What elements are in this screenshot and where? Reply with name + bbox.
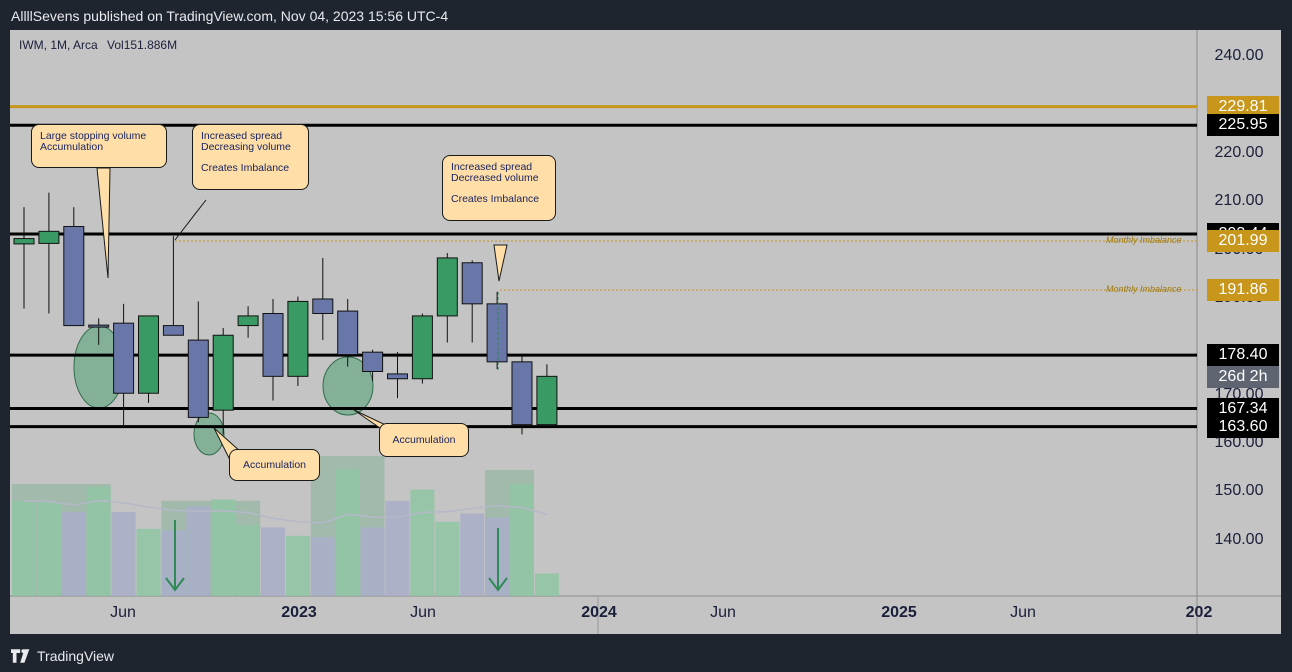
volume-bar xyxy=(111,512,136,596)
level-badge: 225.95 xyxy=(1207,114,1279,137)
candle-body xyxy=(162,325,184,336)
volume-bar xyxy=(186,506,211,596)
volume-bar xyxy=(61,512,86,596)
candle-body xyxy=(312,298,334,314)
date-tick-label: 2025 xyxy=(881,604,917,621)
footer-brand: TradingView xyxy=(37,648,115,664)
annotation-callout: Accumulation xyxy=(229,449,320,481)
candle-body xyxy=(262,313,284,377)
date-tick-label: Jun xyxy=(410,604,436,621)
candle-body xyxy=(212,334,234,411)
candle-body xyxy=(436,257,458,317)
date-tick-label: 2024 xyxy=(581,604,617,621)
annotation-callout: Increased spread Decreased volume Creates … xyxy=(442,155,556,221)
annotation-line: Increased spread xyxy=(201,130,283,142)
volume-bar xyxy=(161,530,186,596)
volume-bar xyxy=(310,537,335,596)
publish-info: AllllSevens published on TradingView.com… xyxy=(11,8,449,24)
date-tick-label: Jun xyxy=(1010,604,1036,621)
candle-body xyxy=(411,315,433,380)
chart-legend: IWM, 1M, Arca Vol151.886M xyxy=(19,38,183,52)
candle-body xyxy=(362,351,384,372)
annotation-line: Accumulation xyxy=(392,433,456,446)
annotation-line: Accumulation xyxy=(242,458,307,471)
candle-body xyxy=(113,322,135,394)
legend-symbol: IWM, 1M, Arca xyxy=(19,38,98,52)
candle-body xyxy=(287,300,309,377)
volume-bar xyxy=(285,535,310,596)
candle-body xyxy=(13,238,35,245)
legend-volume: Vol151.886M xyxy=(107,38,178,52)
price-tick-label: 210.00 xyxy=(1214,192,1264,210)
date-tick-label: Jun xyxy=(710,604,736,621)
annotation-line: Creates Imbalance xyxy=(201,162,290,174)
volume-bar xyxy=(534,573,559,596)
candle-body xyxy=(38,230,60,244)
chart-svg[interactable] xyxy=(10,30,1281,634)
tradingview-logo-icon xyxy=(11,649,30,663)
volume-bar xyxy=(12,500,36,596)
candle-body xyxy=(88,324,110,328)
footer: TradingView xyxy=(0,640,1292,672)
imbalance-note: Monthly Imbalance xyxy=(1106,235,1182,246)
volume-bar xyxy=(136,528,161,596)
candle-body xyxy=(461,262,483,305)
candle-body xyxy=(337,310,359,356)
volume-bar xyxy=(410,489,435,596)
annotation-line: Large stopping volume xyxy=(40,130,147,142)
level-badge: 163.60 xyxy=(1207,415,1279,438)
candle-body xyxy=(387,373,408,380)
volume-bar xyxy=(335,468,360,596)
candle-body xyxy=(138,315,159,394)
imbalance-badge: 191.86 xyxy=(1207,279,1279,301)
date-tick-label: 2023 xyxy=(281,604,317,621)
chart-frame[interactable]: IWM, 1M, Arca Vol151.886M 240.00 220.00 21… xyxy=(10,30,1281,634)
volume-bar xyxy=(510,484,534,596)
candle-body xyxy=(511,361,533,426)
volume-bar xyxy=(211,499,236,596)
imbalance-badge: 201.99 xyxy=(1207,230,1279,253)
candle-body xyxy=(536,375,558,426)
annotation-callout: Large stopping volume Accumulation xyxy=(31,124,167,168)
annotation-line: Accumulation xyxy=(40,141,104,153)
callout-pointer xyxy=(493,244,508,282)
price-tick-label: 150.00 xyxy=(1214,482,1264,500)
annotation-callout: Increased spread Decreasing volume Creates… xyxy=(192,124,309,190)
volume-arrow-head xyxy=(488,577,508,592)
level-badge: 229.81 xyxy=(1207,95,1279,118)
volume-bar xyxy=(36,502,61,596)
volume-bar xyxy=(261,527,285,596)
countdown-badge: 26d 2h xyxy=(1207,366,1279,389)
volume-bar xyxy=(360,527,385,596)
candle-body xyxy=(63,226,85,327)
level-badge: 167.34 xyxy=(1207,397,1279,420)
publish-header: AllllSevens published on TradingView.com… xyxy=(0,0,1292,30)
volume-ma-line xyxy=(23,499,548,524)
callout-pointer xyxy=(96,167,111,279)
price-tick-label: 140.00 xyxy=(1214,530,1264,548)
date-tick-label: 202 xyxy=(1185,604,1213,621)
annotation-callout: Accumulation xyxy=(379,423,469,457)
price-tick-label: 220.00 xyxy=(1214,144,1264,161)
price-tick-label: 160.00 xyxy=(1214,434,1264,451)
volume-bar xyxy=(86,486,111,596)
accumulation-ellipse xyxy=(193,412,225,456)
volume-bar xyxy=(460,513,485,596)
candle-body xyxy=(187,339,209,418)
annotation-line: Decreased volume xyxy=(451,172,539,184)
annotation-line: Increased spread xyxy=(451,161,533,173)
imbalance-note: Monthly Imbalance xyxy=(1106,284,1182,294)
price-tick-label: 240.00 xyxy=(1214,47,1264,65)
candle-body xyxy=(486,303,508,363)
annotation-line: Creates Imbalance xyxy=(451,193,540,205)
volume-bar xyxy=(435,521,460,596)
callout-pointer xyxy=(174,199,207,241)
candle-body xyxy=(237,315,259,327)
date-tick-label: Jun xyxy=(110,604,136,621)
volume-bar xyxy=(236,524,261,596)
level-badge: 178.40 xyxy=(1207,344,1279,367)
volume-arrow-head xyxy=(165,577,185,592)
annotation-line: Decreasing volume xyxy=(201,141,291,153)
